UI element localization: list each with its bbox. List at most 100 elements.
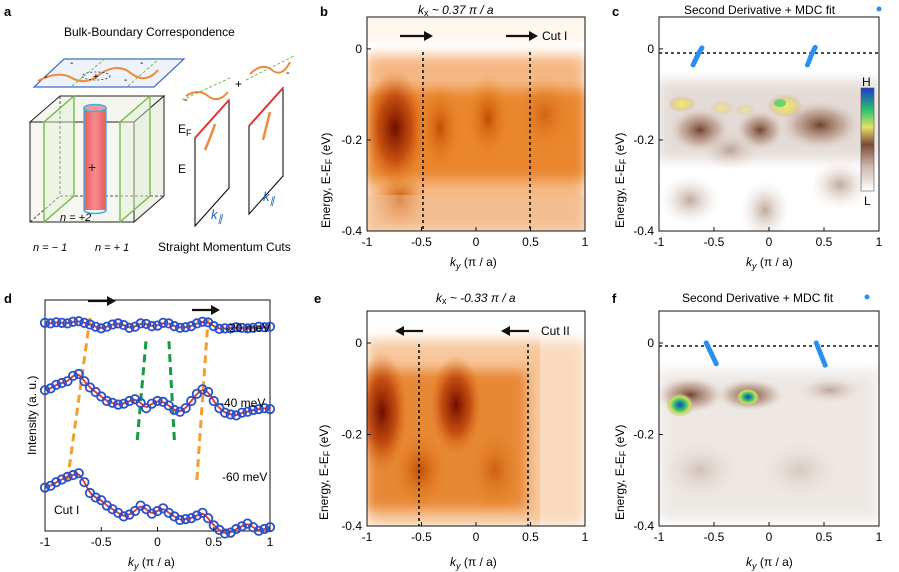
- mdc-data-point: [186, 395, 197, 407]
- mdc-fit-legend-dot: [864, 294, 870, 300]
- cut-label-e: Cut II: [541, 324, 570, 338]
- mdc-data-point: [236, 407, 247, 418]
- mdc-data-point: [219, 528, 231, 539]
- mdc-data-point: [214, 323, 225, 334]
- cylinder-top: [83, 103, 107, 113]
- derivative-feature: [760, 440, 840, 500]
- derivative-peak: [767, 94, 803, 118]
- x-tick-label: 0: [766, 235, 773, 249]
- y-tick-label: -0.4: [633, 224, 654, 238]
- cut-arrow: [192, 305, 220, 315]
- mdc-data-point: [129, 505, 141, 517]
- mdc-data-point: [39, 385, 51, 396]
- y-tick-label: -0.2: [341, 133, 362, 147]
- x-axis-label-f: ky (π / a): [746, 555, 793, 571]
- x-tick-label: 1: [267, 535, 274, 549]
- minus-sign: -: [184, 94, 188, 106]
- panel-c-title: Second Derivative + MDC fit: [684, 3, 836, 17]
- band-line: [261, 111, 272, 141]
- orange-guide-line: [66, 317, 92, 481]
- mdc-data-point: [124, 322, 135, 333]
- mdc-data-point: [191, 318, 202, 329]
- mdc-data-point: [90, 321, 101, 332]
- ef-label: EF: [178, 122, 192, 138]
- x-tick-label: -1: [362, 530, 373, 544]
- derivative-feature: [660, 175, 720, 225]
- fermi-edge: [248, 87, 284, 127]
- y-axis-label-c: Energy, E-EF (eV): [613, 133, 628, 228]
- panel-label-f: f: [612, 291, 617, 306]
- mdc-data-point: [152, 505, 163, 517]
- derivative-peak-core: [774, 99, 786, 107]
- mdc-data-point: [231, 322, 242, 333]
- mdc-data-point: [62, 318, 73, 329]
- mdc-data-point: [197, 507, 208, 518]
- mdc-data-point: [259, 523, 270, 535]
- minus-sign: -: [44, 72, 47, 83]
- derivative-feature: [780, 101, 860, 149]
- colorbar: [860, 87, 875, 192]
- ticks-f: -1 -0.5 0 0.5 1 0 -0.2 -0.4: [633, 336, 882, 544]
- panel-f: f Second Derivative + MDC fit -1 -0.5 0 0.5…: [612, 291, 883, 571]
- mdc-data-point: [186, 321, 197, 332]
- mdc-data-point: [225, 409, 236, 420]
- x-tick-label: -1: [654, 530, 665, 544]
- mdc-data-point: [158, 317, 169, 328]
- y-tick-label: -0.4: [341, 224, 362, 238]
- x-tick-label: 0.5: [816, 235, 833, 249]
- mdc-data-point: [180, 403, 191, 414]
- mdc-data-point: [45, 318, 56, 329]
- mdc-data-point: [107, 397, 118, 408]
- mdc-data-point: [180, 513, 191, 525]
- x-tick-label: 0.5: [522, 530, 539, 544]
- mdc-data-point: [236, 322, 247, 333]
- intensity-blob: [466, 74, 510, 162]
- cube-side: [133, 94, 165, 224]
- green-guide-line: [135, 337, 148, 441]
- mdc-data-point: [191, 510, 202, 521]
- mdc-data-point: [259, 322, 270, 333]
- mdc-data-point: [180, 322, 191, 333]
- y-tick-label: -0.4: [633, 519, 654, 533]
- colorbar-low-label: L: [864, 194, 871, 208]
- mdc-fit-point: [713, 361, 719, 367]
- second-derivative-map-f: [659, 311, 879, 526]
- mdc-data-point: [152, 320, 163, 331]
- minus-sign: -: [70, 58, 73, 69]
- boundary-plane: [32, 58, 186, 88]
- x-tick-label: -0.5: [91, 535, 112, 549]
- mdc-data-point: [135, 397, 146, 408]
- mdc-data-point: [118, 511, 129, 522]
- mdc-data-point: [107, 319, 118, 330]
- ticks-e: -1 -0.5 0 0.5 1 0 -0.2 -0.4: [341, 336, 588, 544]
- weyl-cylinder: [84, 108, 106, 210]
- green-dashed-cut: [181, 77, 231, 101]
- mdc-data-point: [62, 376, 73, 387]
- mdc-data-point: [259, 403, 270, 414]
- dispersion-curve: [249, 61, 291, 75]
- x-axis-label-c: ky (π / a): [746, 255, 793, 271]
- mdc-fit-point: [812, 44, 818, 51]
- x-axis-label-b: ky (π / a): [450, 255, 497, 271]
- cut-arrow: [400, 31, 433, 41]
- green-dashed-cut: [245, 55, 295, 81]
- dispersion-curve: [185, 91, 229, 101]
- mdc-data-point: [141, 318, 152, 330]
- x-axis-label-d: ky (π / a): [128, 555, 175, 571]
- curve-label-20: -20 meV: [225, 321, 270, 335]
- cylinder-bottom: [83, 209, 107, 215]
- mdc-fit-point: [822, 362, 828, 368]
- mdc-data-point: [146, 508, 157, 519]
- cut-label-d: Cut I: [54, 503, 79, 517]
- x-tick-label: 1: [876, 530, 883, 544]
- mdc-data-point: [146, 398, 157, 409]
- cut-arrow: [501, 326, 529, 336]
- mdc-data-point: [79, 477, 90, 488]
- y-axis-label-e: Energy, E-EF (eV): [317, 425, 332, 520]
- intensity-blob: [367, 70, 425, 186]
- x-tick-label: -1: [40, 535, 51, 549]
- mdc-data-point: [51, 379, 62, 390]
- panel-d: d -20 meV -40 meV -60 meV Cut I Intensit…: [4, 291, 276, 571]
- x-tick-label: -1: [654, 235, 665, 249]
